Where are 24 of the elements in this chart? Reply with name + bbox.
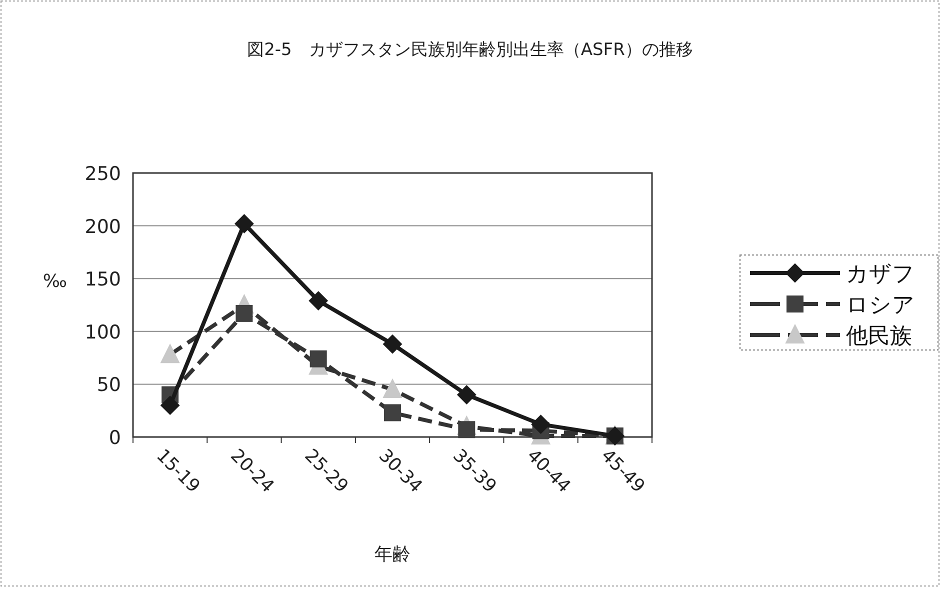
y-tick-label: 100 — [84, 321, 121, 344]
point — [458, 421, 476, 438]
point — [531, 414, 550, 434]
point — [234, 214, 254, 234]
chart-title: 図2-5 カザフスタン民族別年齢別出生率（ASFR）の推移 — [247, 40, 693, 60]
y-tick-label: 150 — [84, 268, 121, 291]
legend-label: 他民族 — [846, 324, 912, 349]
point — [384, 404, 401, 422]
point — [236, 304, 253, 322]
point — [160, 344, 180, 364]
legend-label: ロシア — [846, 293, 915, 318]
point — [457, 385, 476, 404]
point — [308, 291, 328, 310]
point — [383, 334, 402, 354]
point — [160, 396, 180, 415]
y-axis-title: ‰ — [42, 271, 68, 292]
point — [310, 350, 327, 368]
legend-label: カザフ — [846, 262, 915, 287]
y-tick-label: 250 — [84, 163, 121, 185]
x-axis-title: 年齢 — [374, 544, 410, 565]
y-tick-label: 200 — [84, 216, 121, 238]
point — [383, 378, 402, 398]
y-tick-label: 50 — [96, 374, 121, 396]
y-tick-label: 0 — [108, 427, 121, 449]
